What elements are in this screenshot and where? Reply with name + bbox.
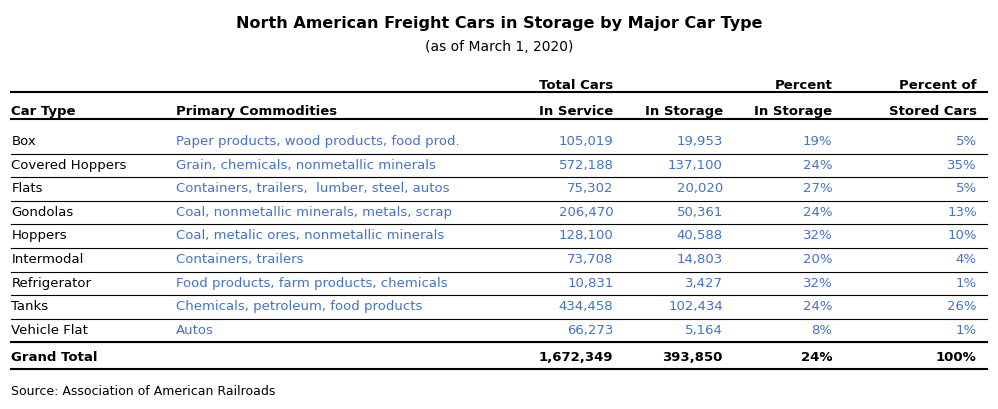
Text: 24%: 24% bbox=[803, 205, 832, 218]
Text: Containers, trailers: Containers, trailers bbox=[176, 252, 303, 265]
Text: Autos: Autos bbox=[176, 323, 214, 336]
Text: 73,708: 73,708 bbox=[567, 252, 614, 265]
Text: Grain, chemicals, nonmetallic minerals: Grain, chemicals, nonmetallic minerals bbox=[176, 158, 435, 171]
Text: 1,672,349: 1,672,349 bbox=[539, 350, 614, 363]
Text: 206,470: 206,470 bbox=[559, 205, 614, 218]
Text: Food products, farm products, chemicals: Food products, farm products, chemicals bbox=[176, 276, 447, 289]
Text: Coal, metalic ores, nonmetallic minerals: Coal, metalic ores, nonmetallic minerals bbox=[176, 229, 444, 242]
Text: In Service: In Service bbox=[539, 105, 614, 118]
Text: 35%: 35% bbox=[947, 158, 977, 171]
Text: Chemicals, petroleum, food products: Chemicals, petroleum, food products bbox=[176, 299, 422, 312]
Text: (as of March 1, 2020): (as of March 1, 2020) bbox=[425, 40, 573, 54]
Text: Hoppers: Hoppers bbox=[11, 229, 67, 242]
Text: 4%: 4% bbox=[956, 252, 977, 265]
Text: Percent: Percent bbox=[774, 79, 832, 92]
Text: 66,273: 66,273 bbox=[567, 323, 614, 336]
Text: Car Type: Car Type bbox=[11, 105, 76, 118]
Text: 50,361: 50,361 bbox=[677, 205, 723, 218]
Text: 10%: 10% bbox=[947, 229, 977, 242]
Text: 572,188: 572,188 bbox=[559, 158, 614, 171]
Text: 137,100: 137,100 bbox=[668, 158, 723, 171]
Text: 20%: 20% bbox=[803, 252, 832, 265]
Text: Vehicle Flat: Vehicle Flat bbox=[11, 323, 88, 336]
Text: Grand Total: Grand Total bbox=[11, 350, 98, 363]
Text: 102,434: 102,434 bbox=[669, 299, 723, 312]
Text: 128,100: 128,100 bbox=[559, 229, 614, 242]
Text: Tanks: Tanks bbox=[11, 299, 49, 312]
Text: Flats: Flats bbox=[11, 182, 43, 195]
Text: 20,020: 20,020 bbox=[677, 182, 723, 195]
Text: In Storage: In Storage bbox=[754, 105, 832, 118]
Text: Gondolas: Gondolas bbox=[11, 205, 74, 218]
Text: 27%: 27% bbox=[802, 182, 832, 195]
Text: 19,953: 19,953 bbox=[677, 135, 723, 148]
Text: 26%: 26% bbox=[947, 299, 977, 312]
Text: 8%: 8% bbox=[811, 323, 832, 336]
Text: 393,850: 393,850 bbox=[663, 350, 723, 363]
Text: 1%: 1% bbox=[955, 323, 977, 336]
Text: 24%: 24% bbox=[803, 299, 832, 312]
Text: Source: Association of American Railroads: Source: Association of American Railroad… bbox=[11, 384, 275, 397]
Text: North American Freight Cars in Storage by Major Car Type: North American Freight Cars in Storage b… bbox=[236, 16, 762, 31]
Text: 14,803: 14,803 bbox=[677, 252, 723, 265]
Text: 13%: 13% bbox=[947, 205, 977, 218]
Text: 10,831: 10,831 bbox=[567, 276, 614, 289]
Text: 105,019: 105,019 bbox=[559, 135, 614, 148]
Text: 40,588: 40,588 bbox=[677, 229, 723, 242]
Text: Percent of: Percent of bbox=[899, 79, 977, 92]
Text: 5%: 5% bbox=[955, 135, 977, 148]
Text: 5,164: 5,164 bbox=[685, 323, 723, 336]
Text: 24%: 24% bbox=[801, 350, 832, 363]
Text: 3,427: 3,427 bbox=[685, 276, 723, 289]
Text: Primary Commodities: Primary Commodities bbox=[176, 105, 336, 118]
Text: Coal, nonmetallic minerals, metals, scrap: Coal, nonmetallic minerals, metals, scra… bbox=[176, 205, 451, 218]
Text: 24%: 24% bbox=[803, 158, 832, 171]
Text: 75,302: 75,302 bbox=[567, 182, 614, 195]
Text: 32%: 32% bbox=[802, 229, 832, 242]
Text: Total Cars: Total Cars bbox=[539, 79, 614, 92]
Text: Stored Cars: Stored Cars bbox=[888, 105, 977, 118]
Text: 100%: 100% bbox=[936, 350, 977, 363]
Text: In Storage: In Storage bbox=[645, 105, 723, 118]
Text: Covered Hoppers: Covered Hoppers bbox=[11, 158, 127, 171]
Text: Intermodal: Intermodal bbox=[11, 252, 84, 265]
Text: Refrigerator: Refrigerator bbox=[11, 276, 92, 289]
Text: Containers, trailers,  lumber, steel, autos: Containers, trailers, lumber, steel, aut… bbox=[176, 182, 449, 195]
Text: 32%: 32% bbox=[802, 276, 832, 289]
Text: 19%: 19% bbox=[803, 135, 832, 148]
Text: 5%: 5% bbox=[955, 182, 977, 195]
Text: Paper products, wood products, food prod.: Paper products, wood products, food prod… bbox=[176, 135, 459, 148]
Text: 1%: 1% bbox=[955, 276, 977, 289]
Text: 434,458: 434,458 bbox=[559, 299, 614, 312]
Text: Box: Box bbox=[11, 135, 36, 148]
